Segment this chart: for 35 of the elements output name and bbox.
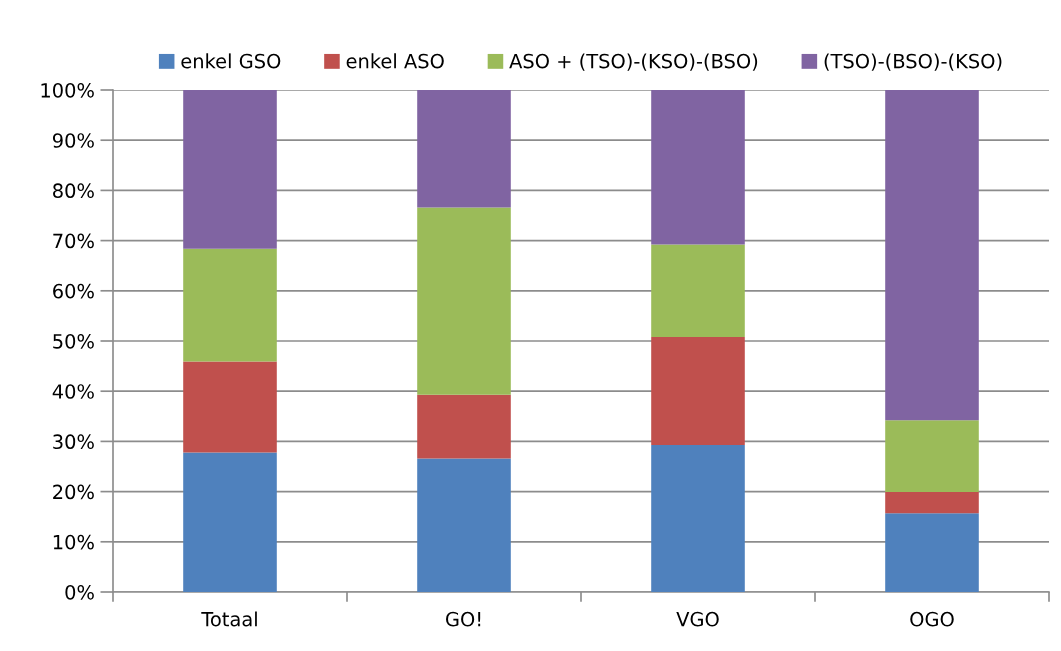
bar — [417, 458, 511, 592]
bar — [651, 90, 745, 245]
bar — [885, 513, 979, 592]
legend-label: enkel ASO — [346, 53, 444, 69]
y-tick-label: 10% — [53, 534, 94, 550]
y-tick-label: 0% — [65, 584, 94, 600]
y-tick-label: 90% — [52, 133, 94, 148]
y-tick-label: 30% — [53, 434, 94, 450]
y-tick-label: 40% — [52, 384, 94, 399]
y-tick-label: 50% — [53, 333, 94, 349]
y-tick-label: 80% — [53, 183, 94, 199]
bar — [183, 361, 277, 453]
bar — [651, 336, 745, 445]
y-tick-label: 100% — [41, 82, 94, 98]
bar — [885, 492, 979, 514]
x-tick-label: Totaal — [201, 611, 257, 627]
bar — [417, 90, 511, 208]
bar — [417, 394, 511, 459]
bar — [183, 90, 277, 249]
legend-label: enkel GSO — [181, 53, 281, 69]
x-tick-label: OGO — [910, 611, 954, 627]
bar — [885, 420, 979, 493]
y-tick-label: 20% — [53, 484, 94, 500]
bar — [183, 248, 277, 362]
bar — [183, 452, 277, 592]
x-tick-label: GO! — [446, 611, 481, 627]
bar — [417, 207, 511, 395]
y-tick-label: 70% — [53, 233, 94, 249]
x-tick-label: VGO — [676, 611, 719, 627]
bar — [885, 90, 979, 421]
legend-label: ASO + (TSO)-(KSO)-(BSO) — [509, 53, 758, 71]
legend-label: (TSO)-(BSO)-(KSO) — [824, 53, 1002, 71]
bar — [651, 244, 745, 337]
bar — [651, 444, 745, 592]
y-tick-label: 60% — [53, 283, 94, 299]
